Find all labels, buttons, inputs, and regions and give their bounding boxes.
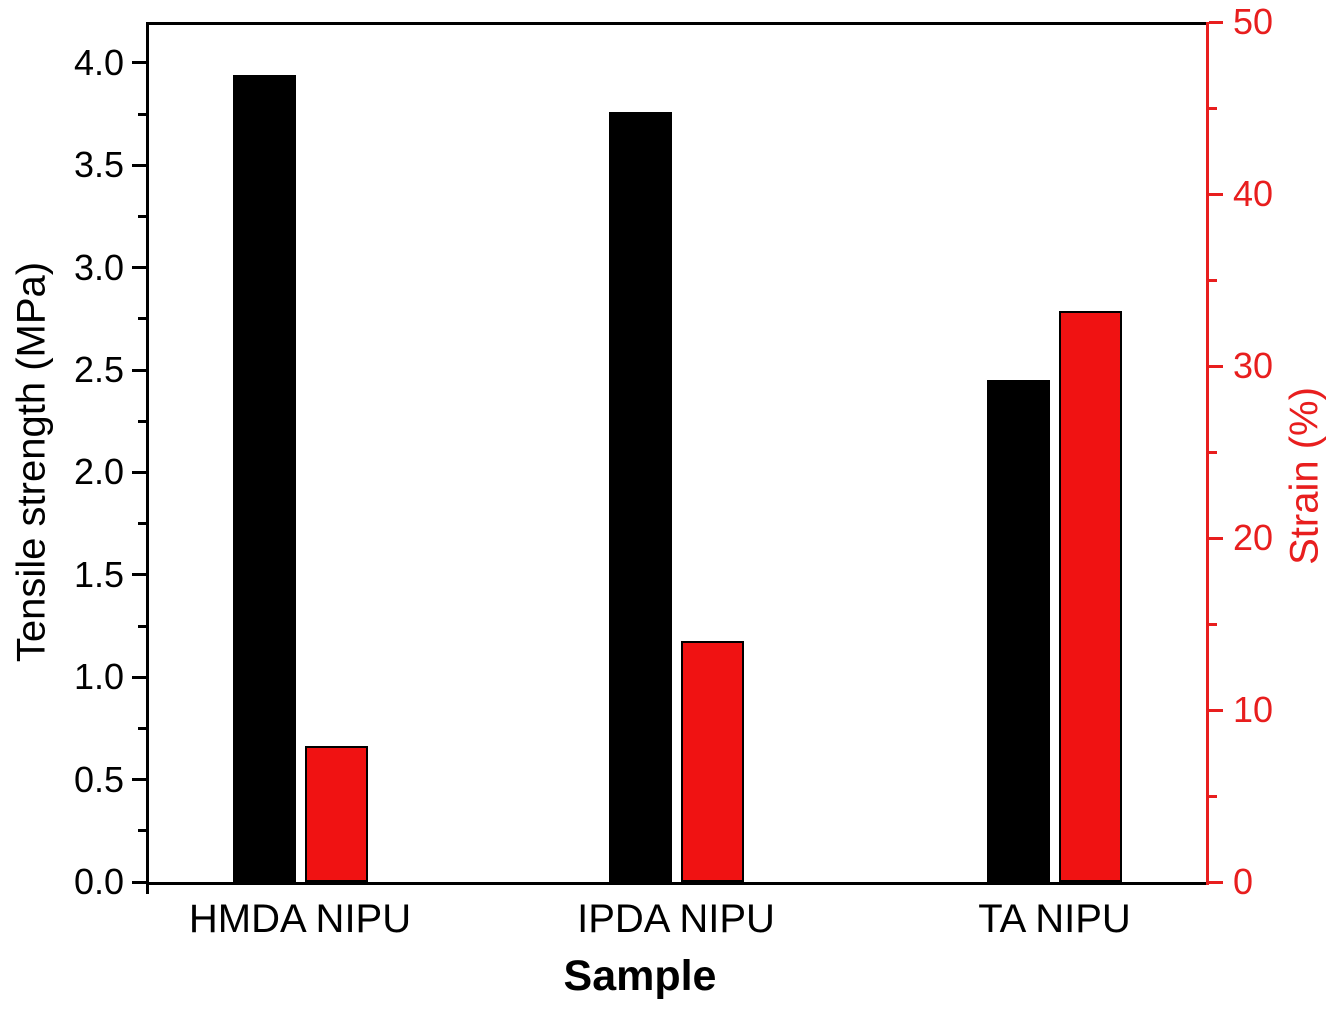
right-axis-minor-tick bbox=[1209, 450, 1217, 454]
right-axis-major-tick bbox=[1209, 192, 1223, 196]
left-axis-tick-label: 1.0 bbox=[73, 656, 124, 698]
right-axis-minor-tick bbox=[1209, 106, 1217, 110]
left-axis-major-tick bbox=[132, 368, 146, 372]
left-axis-major-tick bbox=[132, 573, 146, 577]
tensile-strength-bar bbox=[608, 112, 672, 882]
bottom-axis-spine bbox=[146, 882, 1209, 885]
left-axis-title: Tensile strength (MPa) bbox=[9, 261, 54, 663]
right-axis-tick-label: 20 bbox=[1233, 517, 1274, 558]
tensile-strength-bar bbox=[987, 380, 1050, 882]
right-axis-tick-label: 40 bbox=[1233, 173, 1274, 214]
left-axis-minor-tick bbox=[138, 112, 146, 116]
right-axis-minor-tick bbox=[1209, 622, 1217, 626]
x-category-label: IPDA NIPU bbox=[577, 897, 775, 941]
left-axis-major-tick bbox=[132, 163, 146, 167]
tensile-strength-bar bbox=[232, 75, 296, 882]
right-axis-minor-tick bbox=[1209, 278, 1217, 282]
right-axis-tick-label: 50 bbox=[1233, 1, 1274, 42]
left-axis-minor-tick bbox=[138, 726, 146, 730]
left-axis-major-tick bbox=[132, 880, 146, 884]
left-axis-minor-tick bbox=[138, 829, 146, 833]
left-axis-major-tick bbox=[132, 61, 146, 65]
x-axis-title: Sample bbox=[563, 952, 717, 1000]
right-axis-tick-label: 0 bbox=[1233, 861, 1254, 902]
left-axis-tick-label: 1.5 bbox=[73, 553, 124, 595]
left-axis-tick-label: 0.5 bbox=[73, 758, 124, 800]
right-axis-major-tick bbox=[1209, 20, 1223, 24]
left-axis-tick-label: 0.0 bbox=[73, 861, 124, 902]
left-axis-minor-tick bbox=[138, 419, 146, 423]
left-axis-tick-label: 3.5 bbox=[73, 144, 124, 186]
right-axis-major-tick bbox=[1209, 880, 1223, 884]
left-axis-tick-label: 3.0 bbox=[73, 246, 124, 288]
right-axis-major-tick bbox=[1209, 708, 1223, 712]
strain-bar bbox=[680, 641, 744, 882]
x-axis-edge-tick bbox=[146, 885, 149, 894]
strain-bar bbox=[304, 746, 368, 882]
top-axis-spine bbox=[146, 22, 1209, 25]
right-axis-tick-label: 10 bbox=[1233, 689, 1274, 730]
left-axis-major-tick bbox=[132, 266, 146, 270]
left-axis-minor-tick bbox=[138, 317, 146, 321]
left-axis-major-tick bbox=[132, 778, 146, 782]
left-axis-minor-tick bbox=[138, 215, 146, 219]
right-axis-minor-tick bbox=[1209, 794, 1217, 798]
left-axis-minor-tick bbox=[138, 522, 146, 526]
left-axis-spine bbox=[146, 22, 149, 885]
left-axis-major-tick bbox=[132, 470, 146, 474]
right-axis-major-tick bbox=[1209, 536, 1223, 540]
x-category-label: HMDA NIPU bbox=[188, 897, 412, 941]
right-axis-major-tick bbox=[1209, 364, 1223, 368]
left-axis-tick-label: 2.0 bbox=[73, 451, 124, 493]
left-axis-minor-tick bbox=[138, 624, 146, 628]
left-axis-tick-label: 4.0 bbox=[73, 41, 124, 83]
left-axis-major-tick bbox=[132, 675, 146, 679]
x-category-label: TA NIPU bbox=[978, 897, 1131, 941]
left-axis-tick-label: 2.5 bbox=[73, 349, 124, 391]
right-axis-spine bbox=[1206, 22, 1209, 885]
right-axis-title: Strain (%) bbox=[1282, 387, 1327, 565]
right-axis-tick-label: 30 bbox=[1233, 345, 1274, 386]
strain-bar bbox=[1059, 310, 1122, 882]
